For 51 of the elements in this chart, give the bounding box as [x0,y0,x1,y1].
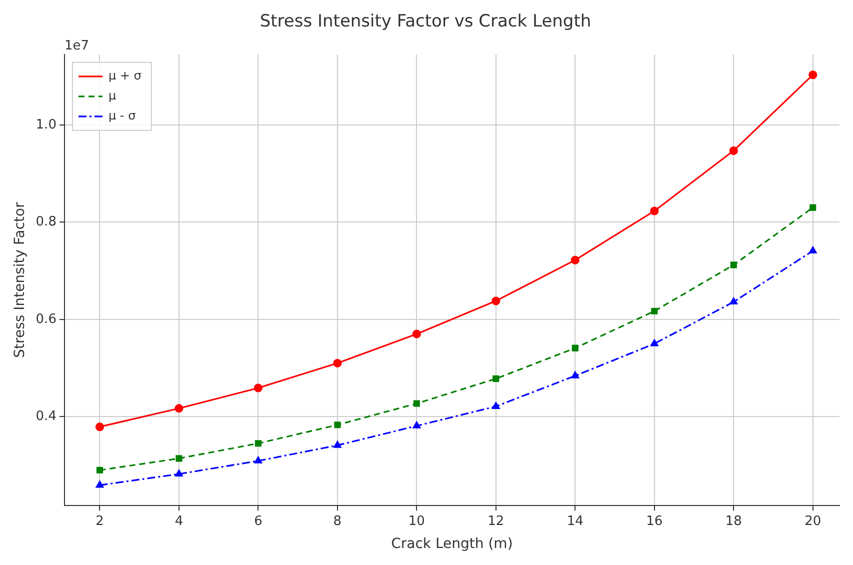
point [254,384,263,392]
x-tick-label: 16 [646,514,663,529]
x-tick-label: 14 [566,514,584,529]
point [254,440,262,447]
point [175,470,183,477]
point [96,480,104,488]
point [492,402,500,409]
point [809,246,817,254]
x-tick-label: 6 [254,514,262,529]
point [572,344,578,352]
point [334,441,342,448]
point [730,298,738,304]
y-axis-title: Stress Intensity Factor [12,202,28,358]
point [650,206,659,216]
point [492,375,500,382]
point [570,256,580,264]
point [333,358,342,368]
y-tick-label: 0.6 [36,312,56,327]
point [650,339,658,346]
point [254,456,262,464]
point [174,404,184,413]
point [651,308,658,314]
x-axis-title: Crack Length (m) [391,536,513,552]
chart-title: Stress Intensity Factor vs Crack Length [260,12,592,32]
legend-label: μ + σ [108,68,142,83]
y-tick-label: 0.8 [36,214,56,230]
point [412,330,421,338]
x-tick-label: 18 [725,514,742,529]
point [571,371,579,378]
x-tick-label: 10 [408,514,425,529]
x-tick-label: 8 [333,514,342,529]
point [810,204,816,211]
point [96,466,104,474]
point [492,296,500,306]
x-tick-label: 4 [174,514,184,529]
point [729,146,738,155]
point [95,422,104,432]
point [808,70,818,80]
point [413,400,420,407]
y-tick-label: 1.0 [36,117,56,132]
text: 1e7 [64,38,90,54]
point [176,455,182,462]
x-tick-label: 20 [804,514,822,529]
point [730,262,737,268]
x-tick-label: 2 [96,514,104,529]
legend-label: μ - σ [108,108,136,123]
point [334,422,341,428]
x-tick-label: 12 [488,514,504,529]
legend-label: μ [108,88,116,103]
y-tick-label: 0.4 [36,409,56,424]
point [412,422,421,428]
